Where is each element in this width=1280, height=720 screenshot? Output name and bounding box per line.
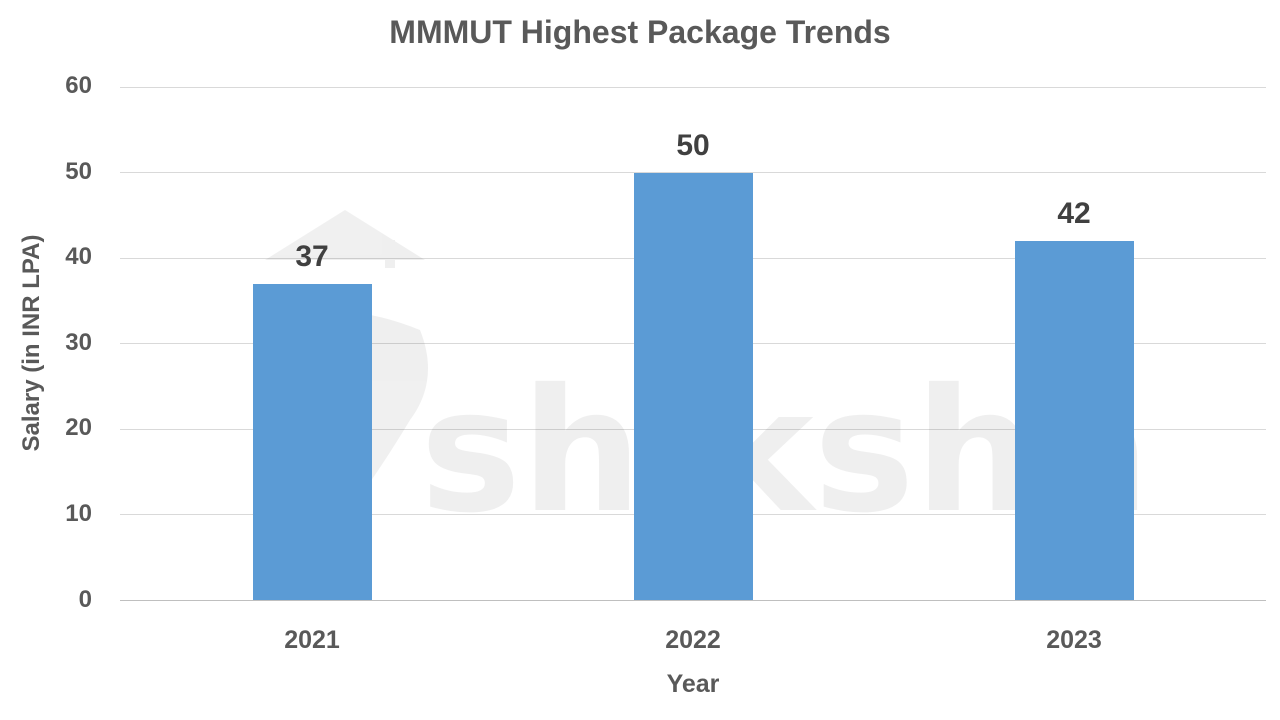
x-tick-2021: 2021 <box>284 626 340 654</box>
x-tick-2023: 2023 <box>1046 626 1102 654</box>
data-label-2021: 37 <box>295 240 329 273</box>
data-label-2022: 50 <box>676 129 710 162</box>
y-tick-50: 50 <box>65 158 92 185</box>
data-label-2023: 42 <box>1057 197 1091 230</box>
y-tick-0: 0 <box>78 586 92 613</box>
y-tick-10: 10 <box>65 500 92 527</box>
y-tick-20: 20 <box>65 414 92 441</box>
x-axis-line <box>120 600 1266 601</box>
y-tick-30: 30 <box>65 329 92 356</box>
chart-title: MMMUT Highest Package Trends <box>389 14 891 50</box>
bar-2022 <box>634 173 753 600</box>
y-tick-40: 40 <box>65 243 92 270</box>
bar-2021 <box>253 284 372 600</box>
x-tick-2022: 2022 <box>665 626 721 654</box>
x-axis-label: Year <box>666 670 720 698</box>
gridline-60 <box>120 87 1266 88</box>
gridline-50 <box>120 172 1266 173</box>
y-tick-60: 60 <box>65 72 92 99</box>
bar-2023 <box>1015 241 1134 600</box>
